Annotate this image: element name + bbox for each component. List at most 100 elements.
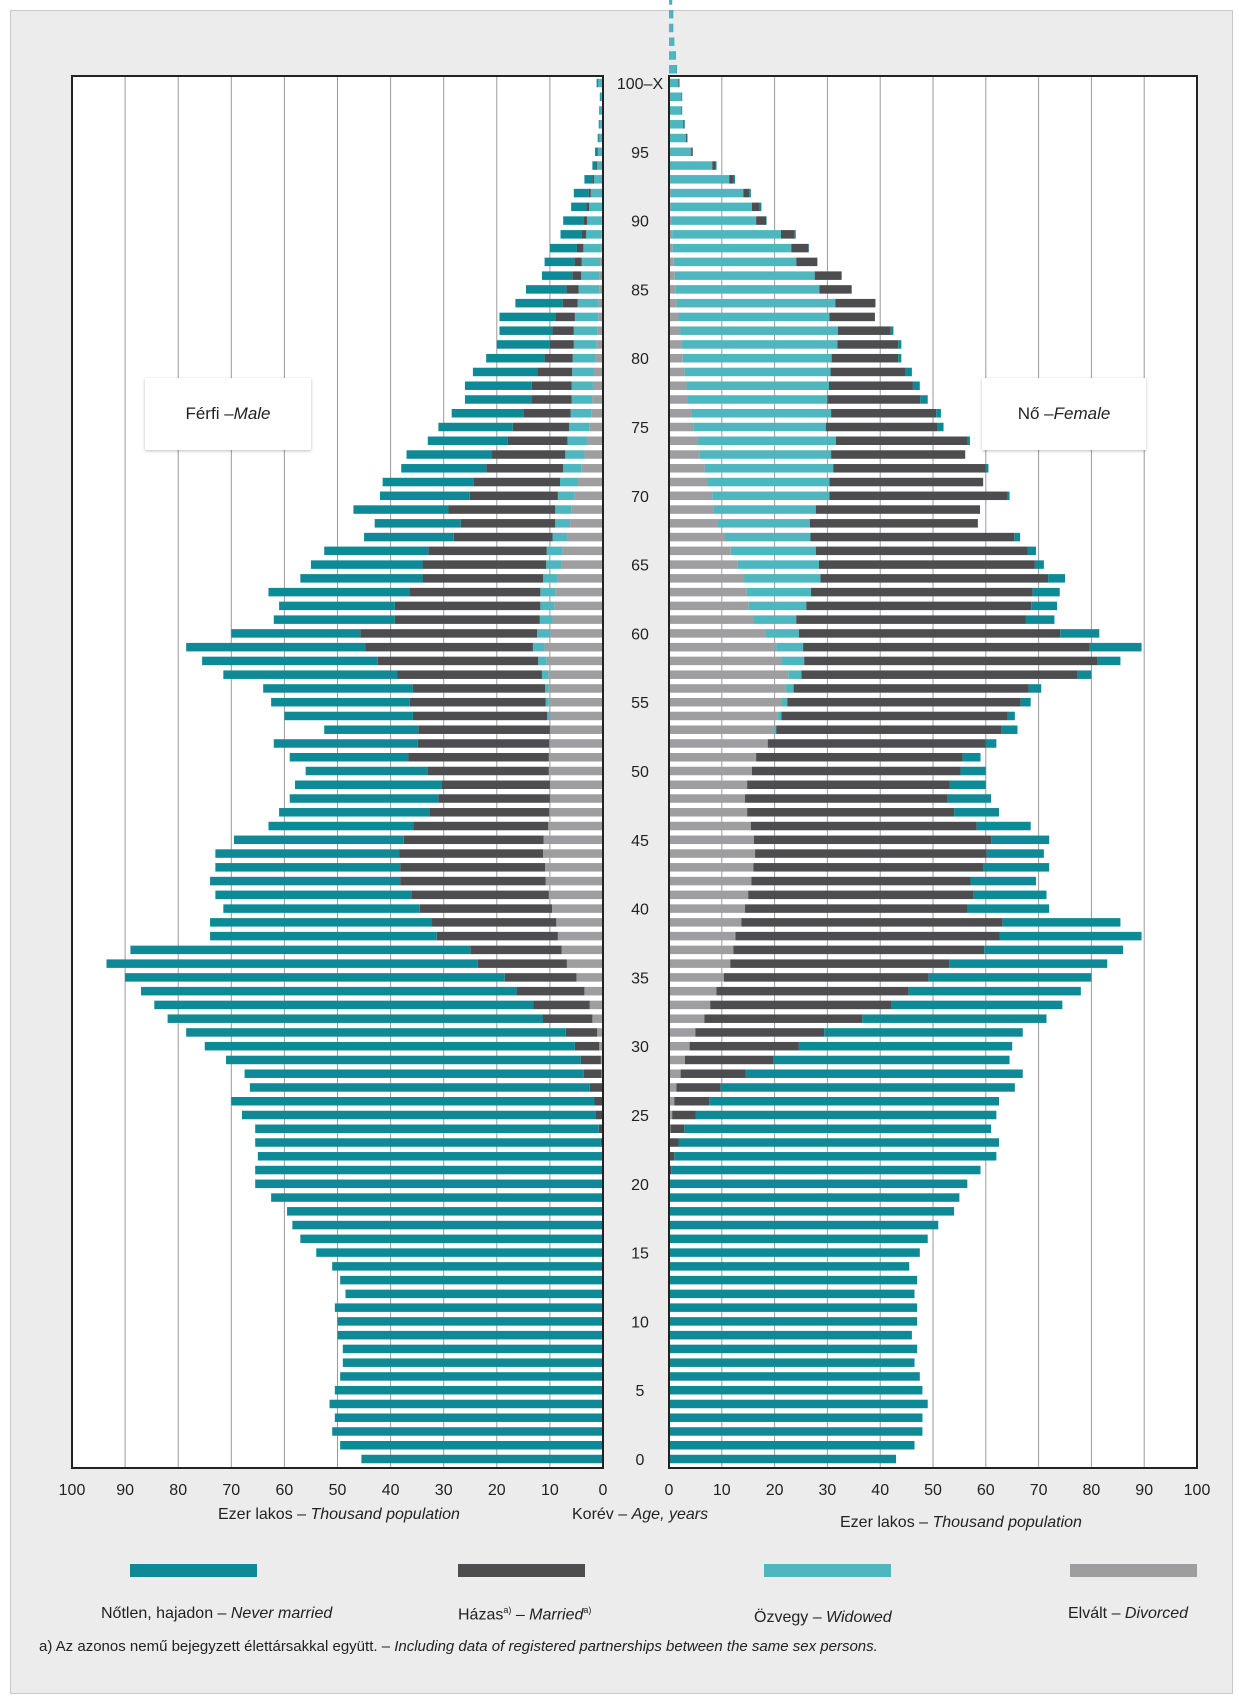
female-divorced-bar: [669, 670, 789, 679]
female-never-married-bar: [920, 395, 928, 404]
male-never-married-bar: [486, 353, 545, 363]
age-tick-label: 20: [631, 1177, 649, 1194]
male-never-married-bar: [289, 794, 439, 803]
male-married-bar: [394, 601, 541, 611]
male-married-bar: [565, 1028, 598, 1037]
female-x-tick-label: 0: [665, 1482, 674, 1499]
female-never-married-bar: [967, 904, 1050, 913]
male-divorced-bar: [593, 367, 603, 377]
male-married-bar: [600, 1138, 603, 1147]
female-never-married-bar: [669, 1344, 918, 1354]
female-never-married-bar: [1060, 629, 1100, 638]
female-divorced-bar: [669, 1096, 675, 1106]
male-never-married-bar: [526, 285, 567, 294]
male-married-bar: [429, 808, 550, 817]
legend-label-widowed: Özvegy – Widowed: [754, 1609, 892, 1627]
male-never-married-bar: [332, 1262, 603, 1271]
female-never-married-bar: [669, 1275, 918, 1285]
female-never-married-bar: [669, 1385, 923, 1395]
male-x-tick-label: 30: [435, 1482, 453, 1499]
male-divorced-bar: [548, 670, 603, 679]
male-never-married-bar: [244, 1069, 584, 1078]
female-widowed-bar: [746, 587, 812, 597]
male-divorced-bar: [562, 546, 603, 556]
male-divorced-bar: [554, 601, 603, 611]
male-married-bar: [562, 298, 578, 308]
female-divorced-bar: [669, 1014, 705, 1023]
male-married-bar: [574, 257, 582, 267]
female-divorced-bar: [669, 1083, 677, 1092]
legend-married-hu: Házas: [458, 1606, 504, 1624]
male-divorced-bar: [548, 890, 603, 900]
female-divorced-bar: [669, 986, 717, 996]
female-widowed-bar: [670, 188, 744, 198]
male-never-married-bar: [141, 986, 517, 996]
male-widowed-bar: [547, 711, 550, 721]
female-widowed-bar: [724, 532, 811, 542]
female-married-bar: [741, 918, 1003, 927]
female-widowed-bar: [693, 422, 826, 432]
male-divorced-bar: [566, 959, 603, 968]
male-never-married-bar: [154, 1000, 534, 1010]
male-never-married-bar: [345, 1289, 603, 1299]
male-divorced-bar: [542, 849, 603, 858]
legend-label-never-married: Nőtlen, hajadon – Never married: [101, 1605, 332, 1623]
female-married-bar: [756, 216, 767, 225]
male-married-bar: [453, 532, 553, 542]
female-married-bar: [767, 739, 986, 748]
male-married-bar: [400, 876, 546, 886]
female-never-married-bar: [669, 1193, 960, 1202]
female-never-married-bar: [669, 1454, 897, 1464]
female-bars: [669, 0, 1142, 1464]
male-never-married-bar: [167, 1014, 543, 1023]
female-married-bar: [837, 340, 899, 349]
male-never-married-bar: [249, 1083, 590, 1092]
male-bars: [106, 78, 603, 1464]
male-never-married-bar: [342, 1344, 603, 1354]
male-divorced-bar: [548, 684, 603, 693]
female-divorced-bar: [669, 876, 752, 886]
male-never-married-bar: [273, 739, 418, 748]
male-widowed-bar: [569, 422, 590, 432]
female-never-married-bar: [678, 1138, 999, 1147]
female-divorced-bar: [669, 752, 757, 762]
female-never-married-bar: [1002, 918, 1121, 927]
female-married-bar: [811, 587, 1033, 597]
female-married-bar: [669, 1165, 672, 1175]
male-married-bar: [533, 1000, 590, 1010]
female-never-married-bar: [824, 1028, 1023, 1037]
male-married-bar: [574, 1041, 600, 1051]
male-widowed-bar: [557, 491, 575, 501]
male-divorced-bar: [574, 491, 603, 501]
male-divorced-bar: [548, 752, 603, 762]
female-never-married-bar: [684, 1124, 992, 1134]
female-never-married-bar: [686, 133, 688, 143]
female-divorced-bar: [669, 491, 713, 501]
male-never-married-bar: [130, 945, 471, 955]
female-married-bar: [814, 271, 842, 280]
female-married-bar: [825, 422, 938, 432]
female-married-bar: [827, 395, 921, 404]
female-widowed-bar: [681, 340, 838, 349]
age-tick-label: 65: [631, 558, 649, 575]
female-divorced-bar: [669, 326, 681, 335]
female-never-married-bar: [991, 835, 1050, 845]
female-divorced-bar: [669, 340, 682, 349]
male-widowed-bar: [563, 464, 582, 473]
female-never-married-bar: [808, 243, 809, 253]
male-widowed-bar: [600, 106, 603, 115]
male-never-married-bar: [515, 298, 563, 308]
male-never-married-bar: [255, 1165, 603, 1175]
female-never-married-bar: [898, 340, 902, 349]
female-never-married-bar: [669, 1413, 923, 1422]
female-married-bar: [796, 615, 1026, 624]
male-married-bar: [413, 821, 549, 831]
male-never-married-bar: [215, 863, 401, 872]
female-divorced-bar: [669, 353, 683, 363]
female-married-bar: [712, 161, 716, 170]
female-never-married-bar: [962, 752, 981, 762]
female-married-bar: [751, 202, 760, 212]
female-x-tick-label: 100: [1184, 1482, 1211, 1499]
male-label-hu: Férfi –: [185, 404, 234, 423]
male-married-bar: [403, 835, 544, 845]
